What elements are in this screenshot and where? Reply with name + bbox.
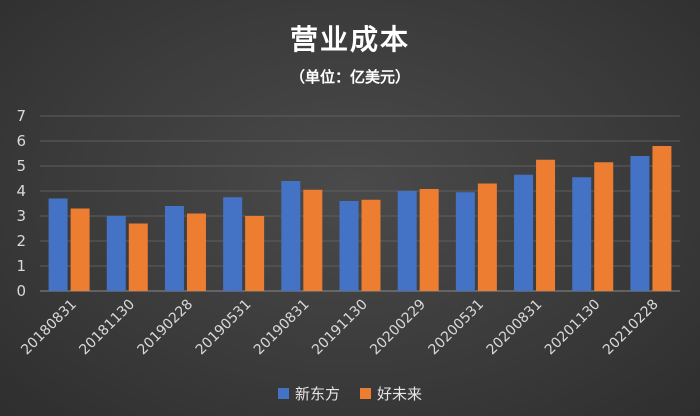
- legend: 新东方 好未来: [0, 383, 700, 404]
- bar-series-0-20190531: [223, 197, 243, 291]
- legend-item-series-0: 新东方: [277, 383, 340, 404]
- bar-series-1-20190531: [245, 216, 265, 291]
- bar-series-0-20181130: [106, 216, 126, 291]
- y-tick-label-3: 3: [16, 207, 26, 225]
- x-tick-label-3: 20190531: [193, 297, 255, 359]
- bar-series-1-20210228: [652, 146, 672, 291]
- y-tick-label-0: 0: [16, 282, 26, 300]
- bar-series-1-20180831: [70, 208, 90, 291]
- legend-label-series-1: 好未来: [377, 385, 423, 403]
- x-tick-label-5: 20191130: [309, 297, 371, 359]
- bar-series-1-20201130: [594, 162, 614, 291]
- y-tick-label-1: 1: [16, 257, 26, 275]
- y-tick-label-7: 7: [16, 107, 26, 125]
- bar-series-1-20200229: [419, 189, 439, 291]
- chart-title: 营业成本: [289, 23, 410, 56]
- x-tick-label-7: 20200531: [425, 297, 487, 359]
- x-tick-label-6: 20200229: [367, 297, 429, 359]
- y-tick-label-4: 4: [16, 182, 26, 200]
- bar-series-0-20180831: [48, 198, 68, 291]
- y-tick-label-5: 5: [16, 157, 26, 175]
- bar-series-1-20191130: [361, 199, 381, 291]
- x-tick-label-8: 20200831: [484, 297, 546, 359]
- bar-series-0-20200831: [514, 174, 534, 291]
- bar-series-1-20190228: [186, 213, 206, 291]
- bar-series-0-20200531: [455, 192, 475, 291]
- bar-series-0-20190228: [164, 206, 184, 291]
- x-tick-label-1: 20181130: [76, 297, 138, 359]
- bar-series-1-20200531: [477, 183, 497, 291]
- bar-series-1-20200831: [536, 159, 556, 291]
- x-tick-label-9: 20201130: [542, 297, 604, 359]
- bar-series-1-20181130: [128, 223, 148, 291]
- x-tick-label-10: 20210228: [600, 297, 662, 359]
- bar-series-0-20190831: [281, 181, 301, 291]
- y-tick-label-6: 6: [16, 132, 26, 150]
- x-tick-label-2: 20190228: [135, 297, 197, 359]
- plot-area: 0 1 2 3 4 5 6 7 20180831201811302019022820190531…: [16, 107, 680, 359]
- legend-swatch-series-0: [277, 388, 289, 399]
- chart-subtitle: （单位：亿美元）: [289, 68, 410, 86]
- x-tick-label-0: 20180831: [18, 297, 80, 359]
- y-tick-label-2: 2: [16, 232, 26, 250]
- bar-series-1-20190831: [303, 189, 323, 291]
- bar-series-0-20210228: [630, 156, 650, 291]
- bar-series-0-20200229: [397, 191, 417, 291]
- legend-item-series-1: 好未来: [360, 383, 422, 404]
- legend-label-series-0: 新东方: [294, 385, 340, 403]
- x-tick-label-4: 20190831: [251, 297, 313, 359]
- bar-series-0-20191130: [339, 201, 359, 291]
- legend-swatch-series-1: [360, 388, 371, 399]
- bar-series-0-20201130: [572, 177, 592, 291]
